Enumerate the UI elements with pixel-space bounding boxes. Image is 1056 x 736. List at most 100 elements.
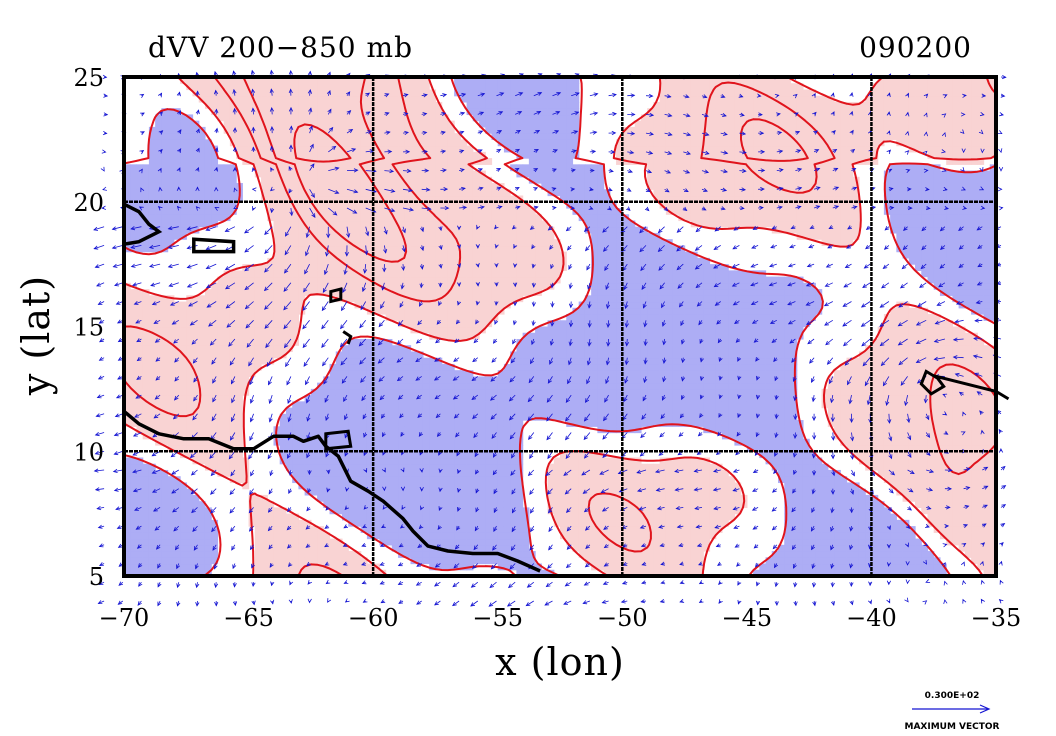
shading-cell — [578, 407, 586, 415]
shading-cell — [429, 507, 437, 515]
shading-cell — [447, 307, 455, 315]
shading-cell — [385, 395, 393, 402]
shading-cell — [429, 457, 437, 465]
shading-cell — [298, 245, 306, 253]
shading-cell — [472, 189, 480, 197]
shading-cell — [497, 251, 505, 259]
shading-cell — [485, 519, 493, 527]
shading-cell — [261, 276, 268, 284]
shading-cell — [454, 139, 461, 147]
shading-cell — [584, 170, 592, 178]
shading-cell — [186, 494, 194, 502]
shading-cell — [354, 438, 362, 446]
shading-cell — [479, 108, 486, 116]
shading-cell — [261, 338, 268, 346]
shading-cell — [404, 463, 412, 471]
shading-cell — [603, 370, 611, 377]
shading-cell — [616, 232, 623, 240]
shading-cell — [366, 401, 374, 409]
shading-cell — [422, 426, 430, 434]
shading-cell — [329, 201, 337, 209]
shading-cell — [298, 89, 306, 97]
shading-cell — [485, 438, 493, 446]
shading-cell — [553, 376, 561, 384]
shading-cell — [142, 201, 150, 209]
shading-cell — [385, 295, 393, 303]
shading-cell — [429, 95, 437, 103]
shading-cell — [379, 108, 387, 116]
shading-cell — [292, 513, 299, 521]
shading-cell — [366, 77, 374, 84]
shading-cell — [373, 507, 380, 515]
shading-cell — [354, 220, 362, 228]
shading-cell — [130, 401, 138, 409]
shading-cell — [522, 276, 530, 284]
shading-cell — [535, 151, 542, 159]
shading-cell — [285, 245, 293, 253]
shading-cell — [597, 407, 605, 415]
shading-cell — [223, 170, 231, 178]
shading-cell — [591, 357, 598, 365]
shading-cell — [541, 270, 549, 278]
shading-cell — [136, 507, 144, 515]
shading-cell — [155, 326, 162, 334]
shading-cell — [298, 270, 306, 278]
shading-cell — [391, 120, 399, 128]
shading-cell — [398, 108, 405, 116]
shading-cell — [460, 201, 468, 209]
shading-cell — [217, 77, 225, 84]
shading-cell — [429, 276, 437, 284]
shading-cell — [429, 108, 437, 116]
shading-cell — [422, 407, 430, 415]
shading-cell — [148, 126, 156, 134]
shading-cell — [454, 276, 461, 284]
shading-cell — [354, 276, 362, 284]
shading-cell — [560, 101, 567, 109]
shading-cell — [354, 207, 362, 215]
shading-cell — [348, 363, 356, 371]
shading-cell — [385, 526, 393, 533]
shading-cell — [304, 407, 312, 415]
shading-cell — [342, 420, 349, 427]
shading-cell — [578, 345, 586, 353]
shading-cell — [373, 214, 380, 222]
shading-cell — [528, 89, 536, 97]
shading-cell — [485, 158, 493, 165]
shading-cell — [398, 176, 405, 184]
shading-cell — [204, 370, 212, 377]
shading-cell — [516, 376, 524, 384]
shading-cell — [317, 438, 324, 446]
shading-cell — [447, 207, 455, 215]
shading-cell — [217, 351, 225, 359]
shading-cell — [622, 151, 630, 159]
shading-cell — [616, 326, 623, 334]
shading-cell — [429, 158, 437, 165]
shading-cell — [366, 114, 374, 122]
shading-cell — [130, 338, 138, 346]
shading-cell — [603, 276, 611, 284]
shading-cell — [285, 264, 293, 271]
shading-cell — [616, 276, 623, 284]
shading-cell — [622, 382, 630, 390]
shading-cell — [273, 569, 281, 576]
shading-cell — [441, 557, 449, 565]
shading-cell — [317, 176, 324, 184]
shading-cell — [285, 77, 293, 84]
shading-cell — [597, 301, 605, 309]
shading-cell — [348, 183, 356, 190]
shading-cell — [279, 332, 287, 340]
shading-cell — [410, 482, 418, 490]
shading-cell — [560, 526, 567, 533]
shading-cell — [472, 276, 480, 284]
shading-cell — [279, 245, 287, 253]
shading-cell — [236, 326, 243, 334]
shading-cell — [398, 232, 405, 240]
shading-cell — [124, 220, 131, 228]
shading-cell — [204, 139, 212, 147]
shading-cell — [553, 245, 561, 253]
shading-cell — [441, 239, 449, 247]
shading-cell — [416, 270, 424, 278]
shading-cell — [404, 126, 412, 134]
shading-cell — [435, 239, 443, 247]
shading-cell — [379, 201, 387, 209]
